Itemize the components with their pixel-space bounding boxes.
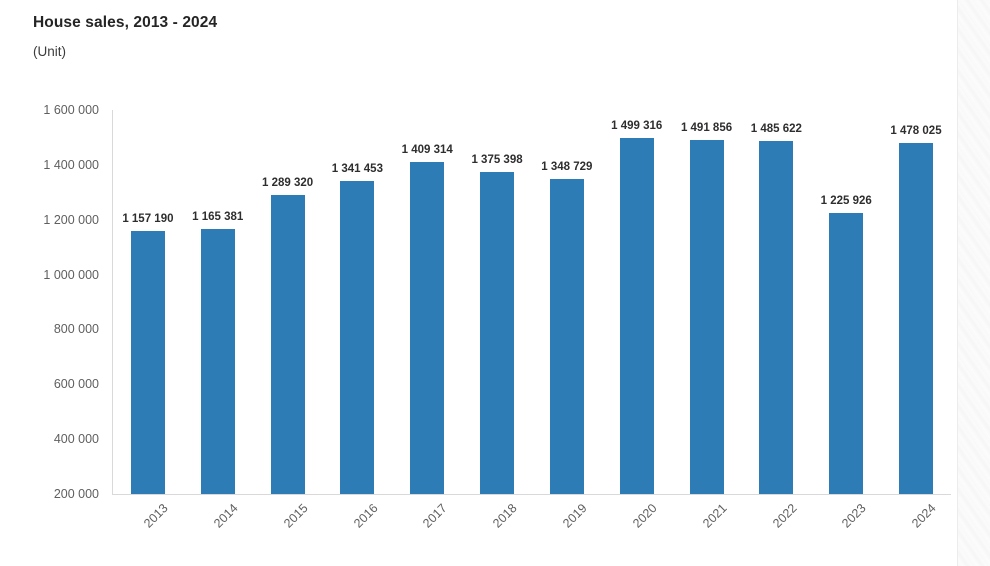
bar-value-label-2014: 1 165 381 bbox=[192, 211, 244, 224]
bar-2020[interactable] bbox=[619, 137, 654, 494]
y-tick-label: 400 000 bbox=[53, 432, 99, 447]
bar-slot-2019: 1 348 729 2019 bbox=[532, 110, 602, 531]
bar-value-label-2018: 1 375 398 bbox=[471, 153, 523, 166]
y-tick-label: 800 000 bbox=[53, 322, 99, 337]
bar-slot-2024: 1 478 025 2024 bbox=[881, 110, 951, 530]
x-tick-2014: 2014 bbox=[211, 501, 241, 531]
y-axis: 200 000 400 000 600 000 800 000 1 000 000 1 2… bbox=[0, 103, 99, 501]
bar-slot-2022: 1 485 622 2022 bbox=[741, 110, 811, 530]
bar-value-label-2015: 1 289 320 bbox=[261, 177, 314, 190]
y-tick-label: 1 000 000 bbox=[43, 267, 99, 282]
bar-value-label-2021: 1 491 856 bbox=[680, 121, 733, 134]
bar-2016[interactable] bbox=[340, 180, 375, 494]
bar-value-label-2013: 1 157 190 bbox=[122, 213, 174, 226]
bar-slot-2021: 1 491 856 2021 bbox=[672, 110, 742, 531]
bar-2024[interactable] bbox=[899, 143, 934, 494]
y-tick-label: 600 000 bbox=[53, 377, 99, 392]
bar-2013[interactable] bbox=[130, 231, 165, 494]
y-tick-label: 200 000 bbox=[53, 487, 99, 501]
bar-value-label-2020: 1 499 316 bbox=[611, 119, 663, 132]
x-tick-2015: 2015 bbox=[280, 501, 311, 531]
bar-2018[interactable] bbox=[480, 171, 515, 494]
window-edge-pattern bbox=[957, 0, 990, 566]
x-tick-2018: 2018 bbox=[490, 501, 520, 531]
bar-slot-2013: 1 157 190 2013 bbox=[113, 110, 183, 530]
x-tick-2019: 2019 bbox=[560, 501, 590, 531]
x-tick-2016: 2016 bbox=[350, 501, 381, 531]
bar-value-label-2023: 1 225 926 bbox=[820, 194, 872, 207]
bar-value-label-2016: 1 341 453 bbox=[331, 162, 383, 175]
x-tick-2023: 2023 bbox=[839, 501, 870, 531]
x-tick-2021: 2021 bbox=[699, 501, 730, 531]
bar-slot-2020: 1 499 316 2020 bbox=[602, 110, 672, 531]
bar-2021[interactable] bbox=[689, 139, 724, 494]
bar-value-label-2019: 1 348 729 bbox=[541, 160, 593, 173]
y-tick-label: 1 600 000 bbox=[43, 103, 99, 117]
y-tick-label: 1 200 000 bbox=[43, 212, 99, 227]
bar-2023[interactable] bbox=[829, 212, 864, 494]
x-tick-2022: 2022 bbox=[769, 501, 800, 531]
bar-value-label-2017: 1 409 314 bbox=[401, 144, 453, 157]
bar-2022[interactable] bbox=[759, 141, 794, 494]
chart-subtitle: (Unit) bbox=[33, 44, 66, 59]
bar-value-label-2022: 1 485 622 bbox=[750, 123, 802, 136]
bar-slot-2014: 1 165 381 2014 bbox=[183, 110, 253, 530]
bar-slot-2016: 1 341 453 2016 bbox=[322, 110, 392, 531]
bar-slot-2017: 1 409 314 2017 bbox=[392, 110, 462, 530]
x-tick-2020: 2020 bbox=[630, 501, 660, 531]
bar-2015[interactable] bbox=[270, 195, 305, 494]
plot-area: 1 157 190 2013 1 165 381 2014 1 289 320 2015 1… bbox=[112, 110, 951, 531]
bar-value-label-2024: 1 478 025 bbox=[890, 125, 942, 138]
bar-slot-2018: 1 375 398 2018 bbox=[462, 110, 532, 531]
x-tick-2024: 2024 bbox=[909, 501, 939, 531]
chart-title: House sales, 2013 - 2024 bbox=[33, 14, 218, 31]
bar-slot-2015: 1 289 320 2015 bbox=[253, 110, 323, 530]
y-tick-label: 1 400 000 bbox=[43, 157, 99, 172]
bar-2019[interactable] bbox=[549, 178, 584, 494]
bar-slot-2023: 1 225 926 2023 bbox=[811, 110, 881, 531]
x-tick-2017: 2017 bbox=[420, 501, 451, 531]
x-tick-2013: 2013 bbox=[141, 501, 171, 531]
bar-2014[interactable] bbox=[200, 229, 235, 494]
bar-2017[interactable] bbox=[410, 162, 445, 494]
